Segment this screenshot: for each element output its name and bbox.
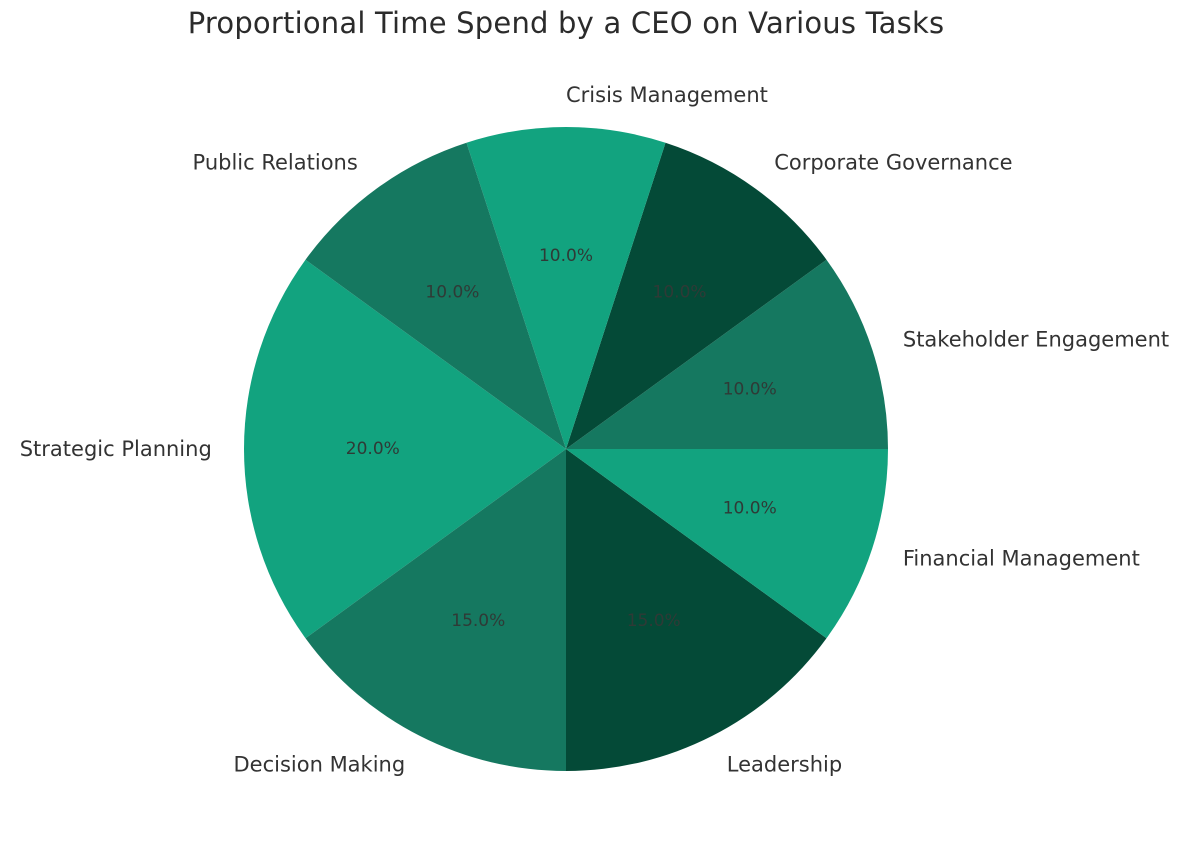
- pie-slice-corporate-governance: [566, 142, 827, 449]
- pie-category-label-stakeholder-engagement: Stakeholder Engagement: [903, 328, 1169, 352]
- pie-category-label-decision-making: Decision Making: [233, 753, 405, 777]
- pie-category-label-leadership: Leadership: [727, 753, 842, 777]
- pie-slice-decision-making: [305, 449, 566, 771]
- pie-percent-label-strategic-planning: 20.0%: [346, 439, 400, 459]
- pie-category-label-strategic-planning: Strategic Planning: [20, 437, 212, 461]
- chart-title: Proportional Time Spend by a CEO on Vari…: [187, 6, 945, 40]
- pie-percent-label-crisis-management: 10.0%: [539, 246, 593, 266]
- pie-slices: [244, 126, 889, 771]
- pie-percent-label-financial-management: 10.0%: [723, 499, 777, 519]
- pie-slice-public-relations: [305, 142, 566, 449]
- pie-percent-labels: 20.0% 15.0% 15.0% 10.0% 10.0% 10.0% 10.0% 10.0%: [346, 246, 777, 631]
- pie-category-label-financial-management: Financial Management: [903, 546, 1140, 570]
- pie-category-label-public-relations: Public Relations: [193, 150, 358, 174]
- pie-percent-label-stakeholder-engagement: 10.0%: [723, 379, 777, 399]
- pie-slice-strategic-planning: [244, 259, 566, 639]
- pie-slice-stakeholder-engagement: [566, 259, 889, 449]
- pie-slice-leadership: [566, 449, 827, 771]
- pie-category-label-crisis-management: Crisis Management: [566, 83, 768, 107]
- pie-percent-label-leadership: 15.0%: [627, 611, 681, 631]
- pie-percent-label-decision-making: 15.0%: [451, 611, 505, 631]
- pie-percent-label-corporate-governance: 10.0%: [653, 283, 707, 303]
- pie-slice-crisis-management: [466, 126, 666, 449]
- pie-slice-financial-management: [566, 449, 888, 639]
- pie-category-label-corporate-governance: Corporate Governance: [774, 150, 1012, 174]
- pie-category-labels: Strategic Planning Decision Making Leaders…: [20, 83, 1169, 777]
- pie-percent-label-public-relations: 10.0%: [425, 283, 479, 303]
